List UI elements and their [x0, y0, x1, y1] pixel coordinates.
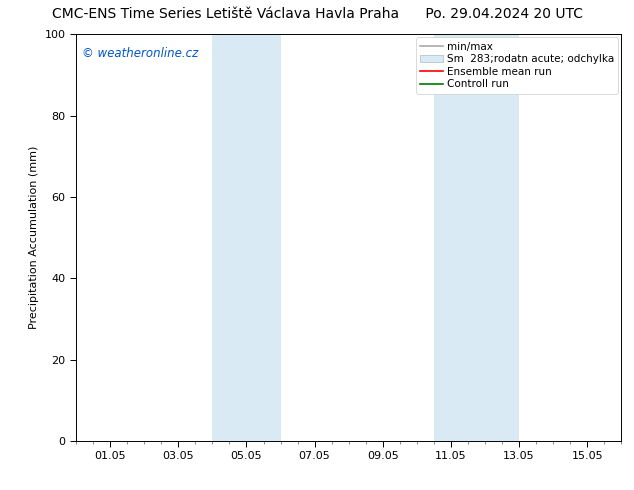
Y-axis label: Precipitation Accumulation (mm): Precipitation Accumulation (mm)	[29, 146, 39, 329]
Bar	[434, 34, 519, 441]
Legend: min/max, Sm  283;rodatn acute; odchylka, Ensemble mean run, Controll run: min/max, Sm 283;rodatn acute; odchylka, …	[415, 37, 618, 94]
Bar	[212, 34, 280, 441]
Text: © weatheronline.cz: © weatheronline.cz	[82, 47, 198, 59]
Text: CMC-ENS Time Series Letiště Václava Havla Praha      Po. 29.04.2024 20 UTC: CMC-ENS Time Series Letiště Václava Havl…	[51, 7, 583, 22]
